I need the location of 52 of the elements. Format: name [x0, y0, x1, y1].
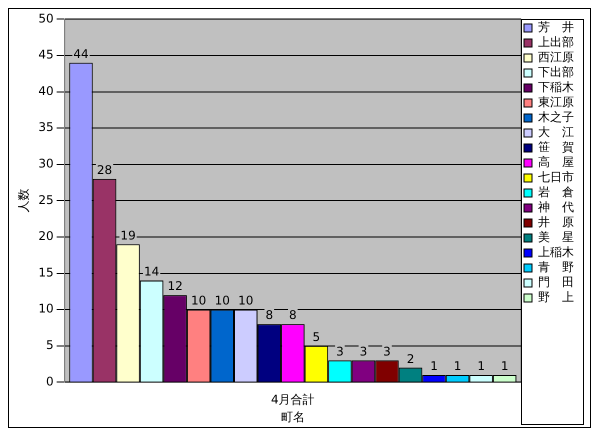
data-label: 8 [265, 308, 274, 322]
y-tick-label: 50 [38, 11, 54, 26]
data-label: 1 [500, 359, 508, 374]
y-tick-label: 5 [46, 338, 54, 352]
data-label: 3 [383, 344, 391, 359]
legend-label: 岩 倉 [538, 185, 574, 200]
legend-label: 美 星 [538, 230, 574, 244]
data-label: 28 [96, 163, 112, 178]
y-tick-label: 25 [38, 192, 54, 207]
data-label: 1 [454, 359, 462, 374]
legend-label: 木之子 [538, 110, 574, 124]
legend-label: 青 野 [538, 260, 574, 274]
y-axis-title: 人数 [16, 188, 30, 213]
data-label: 19 [120, 228, 136, 242]
data-label: 1 [430, 359, 438, 374]
data-label: 3 [336, 344, 344, 359]
data-label: 12 [168, 279, 183, 294]
legend-label: 下出部 [538, 65, 574, 80]
data-label: 5 [312, 330, 320, 344]
legend-label: 神 代 [538, 200, 574, 214]
x-axis-title: 町名 [280, 410, 305, 424]
y-tick-label: 20 [38, 229, 54, 244]
data-label: 14 [144, 264, 160, 279]
y-tick-label: 30 [38, 156, 54, 171]
y-tick-label: 15 [38, 265, 54, 280]
legend-label: 大 江 [538, 125, 574, 140]
legend-label: 笹 賀 [538, 140, 574, 154]
legend-label: 門 田 [538, 275, 574, 290]
legend-label: 七日市 [538, 170, 574, 184]
legend-label: 西江原 [538, 50, 574, 64]
legend-label: 野 上 [538, 290, 574, 304]
data-label: 3 [360, 344, 368, 359]
legend-label: 井 原 [538, 215, 574, 230]
data-label: 10 [191, 294, 206, 308]
data-label: 2 [406, 352, 414, 366]
legend-label: 東江原 [538, 95, 574, 110]
data-label: 1 [477, 359, 485, 374]
y-tick-label: 45 [38, 48, 54, 62]
y-tick-label: 40 [38, 84, 54, 98]
y-tick-label: 10 [38, 302, 54, 316]
data-label: 8 [289, 308, 297, 322]
x-tick-label: 4月合計 [271, 392, 315, 407]
legend-label: 上稲木 [538, 245, 574, 260]
y-tick-label: 0 [46, 374, 54, 388]
data-label: 44 [73, 46, 89, 61]
y-tick-label: 35 [38, 120, 54, 134]
legend-label: 芳 井 [538, 20, 574, 34]
legend-label: 上出部 [538, 35, 574, 50]
data-label: 10 [214, 294, 230, 308]
legend-label: 高 屋 [538, 155, 574, 170]
data-label: 10 [238, 294, 254, 308]
legend-label: 下稲木 [538, 80, 574, 94]
